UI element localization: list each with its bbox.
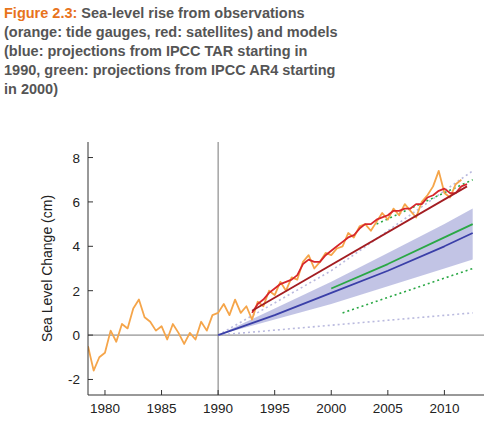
series-line bbox=[218, 171, 473, 335]
y-tick-label: -2 bbox=[68, 372, 80, 387]
y-tick bbox=[88, 379, 93, 380]
x-axis bbox=[88, 395, 484, 396]
x-tick bbox=[444, 390, 445, 395]
series-line bbox=[331, 224, 472, 288]
y-tick bbox=[88, 335, 93, 336]
plot-area bbox=[88, 171, 473, 371]
y-axis-label: Sea Level Change (cm) bbox=[39, 195, 55, 342]
projection-band bbox=[218, 209, 473, 335]
series-line bbox=[252, 184, 467, 313]
y-tick bbox=[88, 290, 93, 291]
y-tick bbox=[88, 201, 93, 202]
x-tick-label: 2010 bbox=[429, 401, 459, 416]
x-tick bbox=[274, 390, 275, 395]
x-tick bbox=[331, 390, 332, 395]
chart: 1980 1985 1990 1995 2000 2005 2010 -2 0 2 4 6 8 Sea L… bbox=[0, 0, 500, 429]
reference-line bbox=[88, 335, 484, 336]
x-tick-label: 1990 bbox=[203, 401, 233, 416]
y-axis bbox=[88, 142, 89, 395]
x-tick-label: 2000 bbox=[316, 401, 346, 416]
y-tick-label: 0 bbox=[72, 328, 80, 343]
y-tick-label: 6 bbox=[72, 195, 80, 210]
y-tick-label: 8 bbox=[72, 151, 80, 166]
series-line bbox=[88, 171, 461, 371]
y-tick-label: 2 bbox=[72, 284, 80, 299]
x-tick-label: 2005 bbox=[373, 401, 403, 416]
x-tick bbox=[218, 390, 219, 395]
x-tick-label: 1985 bbox=[147, 401, 177, 416]
series-line bbox=[218, 313, 473, 335]
x-tick bbox=[387, 390, 388, 395]
y-tick bbox=[88, 246, 93, 247]
series-line bbox=[252, 186, 467, 310]
reference-line bbox=[218, 142, 219, 395]
series-line bbox=[218, 233, 473, 335]
x-tick-label: 1980 bbox=[90, 401, 120, 416]
y-tick-label: 4 bbox=[72, 239, 80, 254]
caption: Figure 2.3: Sea-level rise from observat… bbox=[4, 4, 344, 99]
y-tick bbox=[88, 157, 93, 158]
x-tick bbox=[104, 390, 105, 395]
x-tick-label: 1995 bbox=[260, 401, 290, 416]
x-tick bbox=[161, 390, 162, 395]
title: Figure 2.3: bbox=[4, 5, 77, 21]
